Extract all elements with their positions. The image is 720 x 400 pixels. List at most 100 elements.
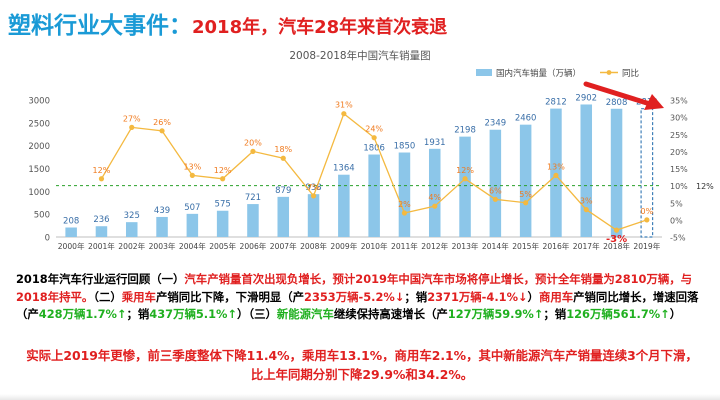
growth-label: 3% <box>580 197 593 206</box>
x-tick-label: 2000年 <box>58 241 85 251</box>
growth-label: 20% <box>244 138 262 147</box>
bar <box>65 227 77 237</box>
x-tick-label: 2005年 <box>209 241 236 251</box>
review-text-2b: 产销同比下降，下滑明显（产 <box>155 289 305 304</box>
review-text-3f: ） <box>669 307 682 321</box>
bar-value-label: 2349 <box>485 119 507 129</box>
x-tick-label: 2015年 <box>512 241 539 251</box>
growth-point <box>553 172 559 178</box>
left-tick-label: 0 <box>45 234 50 244</box>
bar <box>580 104 593 237</box>
bar-value-label: 2460 <box>515 114 537 124</box>
bar-value-label: 507 <box>184 203 200 213</box>
x-tick-label: 2009年 <box>330 241 357 251</box>
x-tick-label: 2016年 <box>542 241 569 251</box>
growth-point <box>432 203 438 209</box>
growth-label: 27% <box>123 114 141 123</box>
x-tick-label: 2012年 <box>421 241 448 251</box>
bar-value-label: 236 <box>93 215 109 225</box>
x-tick-label: 2014年 <box>482 241 509 251</box>
passenger-production: 2353万辆-5.2%↓ <box>304 289 405 304</box>
summary-text: 实际上2019年更惨，前三季度整体下降11.4%，乘用车13.1%，商用车2.1… <box>26 348 698 382</box>
growth-point <box>523 200 529 206</box>
bar <box>307 194 320 237</box>
growth-point <box>492 196 498 202</box>
bar-value-label: 2198 <box>454 126 476 136</box>
bar-value-label: 938 <box>305 183 321 193</box>
x-tick-label: 2006年 <box>239 241 266 251</box>
chart-legend: 国内汽车销量（万辆） 同比 <box>476 68 639 79</box>
right-tick-label: -5% <box>670 234 686 243</box>
review-text-3b: 继续保持高速增长（产 <box>333 307 448 321</box>
review-text-2l: ）（三） <box>237 307 277 321</box>
growth-label: 26% <box>153 118 171 127</box>
chart-title: 2008-2018年中国汽车销量图 <box>289 49 430 62</box>
bar <box>398 152 411 237</box>
review-paragraph: 2018年汽车行业运行回顾（一）汽车产销量首次出现负增长，预计2019年中国汽车… <box>16 271 702 324</box>
passenger-sales: 2371万辆-4.1%↓ <box>427 289 528 304</box>
growth-label-highlight: -3% <box>606 234 627 245</box>
legend-line-marker <box>606 70 612 75</box>
reference-label: 12% <box>696 182 714 191</box>
bar <box>489 129 502 237</box>
growth-label: 12% <box>456 166 474 175</box>
growth-point <box>220 176 226 182</box>
right-tick-label: 20% <box>670 148 688 157</box>
bar-value-label: 2902 <box>575 93 597 103</box>
page-title: 塑料行业大事件：2018年，汽车28年来首次衰退 <box>8 6 447 39</box>
bar <box>156 216 168 237</box>
growth-point <box>98 176 105 182</box>
commercial-production: 428万辆1.7%↑ <box>38 307 127 321</box>
bar-value-label: 721 <box>245 193 261 203</box>
bar-value-label: 879 <box>275 186 291 196</box>
bar <box>338 174 350 237</box>
arrow-head <box>644 94 664 110</box>
x-tick-label: 2004年 <box>179 241 206 251</box>
bar <box>216 210 229 237</box>
x-tick-label: 2001年 <box>88 241 115 251</box>
x-tick-label: 2019年 <box>633 241 660 251</box>
x-tick-label: 2013年 <box>452 241 479 251</box>
right-tick-label: 25% <box>670 131 688 140</box>
bar-value-label: 2812 <box>545 98 567 108</box>
growth-line-series: 12% 27% 26% 13% 12% 20% 18% 7% 31% 24% 2% 4% 12% 6% 5%… <box>93 101 654 245</box>
nev-label: 新能源汽车 <box>276 307 334 321</box>
x-tick-label: 2017年 <box>573 241 600 251</box>
growth-point <box>583 207 589 213</box>
x-tick-label: 2018年 <box>603 241 630 251</box>
arrow-shaft <box>583 81 653 107</box>
red-arrow <box>583 81 664 110</box>
review-text-2d: ；销 <box>404 289 428 304</box>
right-tick-label: 35% <box>670 97 688 106</box>
right-tick-label: 10% <box>670 182 688 191</box>
x-tick-label: 2002年 <box>118 241 145 251</box>
growth-point <box>280 155 286 161</box>
bar <box>610 108 623 237</box>
title-main: 塑料行业大事件： <box>8 13 192 39</box>
x-axis-labels: 2000年 2001年 2002年 2003年 2004年 2005年 2006年 2007年… <box>58 241 661 251</box>
growth-label: 13% <box>547 162 565 171</box>
growth-label: 12% <box>93 166 111 175</box>
right-tick-label: 30% <box>670 114 688 123</box>
bar-series: 208 236 325 439 507 575 721 879 938 1364 1806 1850 1… <box>63 93 658 238</box>
right-tick-label: 15% <box>670 165 688 174</box>
left-tick-label: 1000 <box>28 188 50 198</box>
growth-point <box>341 111 347 117</box>
bar <box>368 154 380 237</box>
growth-point <box>310 193 317 199</box>
review-point-1: 汽车产销量首次出现负增长，预计2019年中国汽车市场将停止增长，预计全年销量为2… <box>16 272 693 304</box>
bar <box>277 196 290 237</box>
passenger-car-label: 乘用车 <box>121 289 156 304</box>
review-text-2f: ） <box>527 289 539 304</box>
left-tick-label: 3000 <box>28 97 50 107</box>
review-text-3d: ；销 <box>543 307 567 321</box>
right-tick-label: 0% <box>670 216 683 225</box>
legend-bar-label: 国内汽车销量（万辆） <box>496 68 581 79</box>
bar <box>428 148 441 237</box>
commercial-sales: 437万辆5.1%↑ <box>149 307 237 321</box>
bar <box>186 213 199 237</box>
legend-bar-swatch <box>476 69 492 76</box>
left-tick-label: 2500 <box>28 119 50 129</box>
legend-line-label: 同比 <box>622 68 639 79</box>
x-tick-label: 2010年 <box>361 241 388 251</box>
